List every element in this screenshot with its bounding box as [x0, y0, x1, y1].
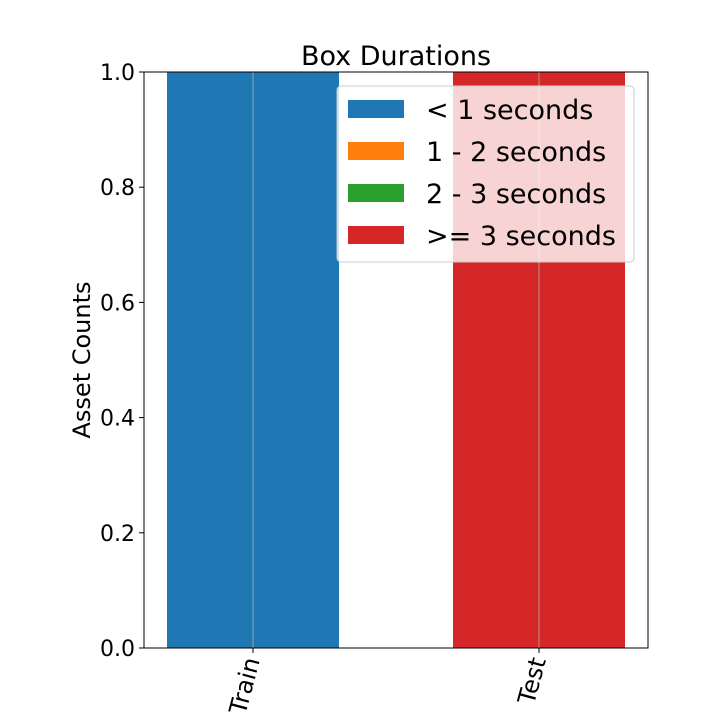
x-axis: Train Test [224, 648, 552, 718]
y-tick-label: 1.0 [100, 61, 135, 86]
y-tick-label: 0.6 [100, 291, 135, 316]
legend: < 1 seconds 1 - 2 seconds 2 - 3 seconds >= … [336, 85, 635, 263]
y-tick-label: 0.8 [100, 176, 135, 201]
legend-box [336, 85, 635, 263]
y-axis: 0.0 0.2 0.4 0.6 0.8 1.0 [100, 61, 144, 662]
y-axis-label: Asset Counts [68, 281, 96, 438]
plot-frame [143, 71, 649, 649]
legend-swatch-4 [348, 226, 404, 244]
legend-swatch-3 [348, 184, 404, 202]
x-tick-label-train: Train [224, 654, 266, 718]
legend-label-1: < 1 seconds [426, 95, 593, 126]
legend-swatch-1 [348, 100, 404, 118]
legend-label-2: 1 - 2 seconds [426, 137, 606, 168]
legend-label-3: 2 - 3 seconds [426, 179, 606, 210]
legend-label-4: >= 3 seconds [426, 221, 616, 252]
y-tick-label: 0.4 [100, 407, 135, 432]
y-tick-label: 0.2 [100, 522, 135, 547]
legend-swatch-2 [348, 142, 404, 160]
y-tick-label: 0.0 [100, 637, 135, 662]
x-tick-label-test: Test [512, 654, 552, 708]
chart-title: Box Durations [301, 41, 491, 72]
